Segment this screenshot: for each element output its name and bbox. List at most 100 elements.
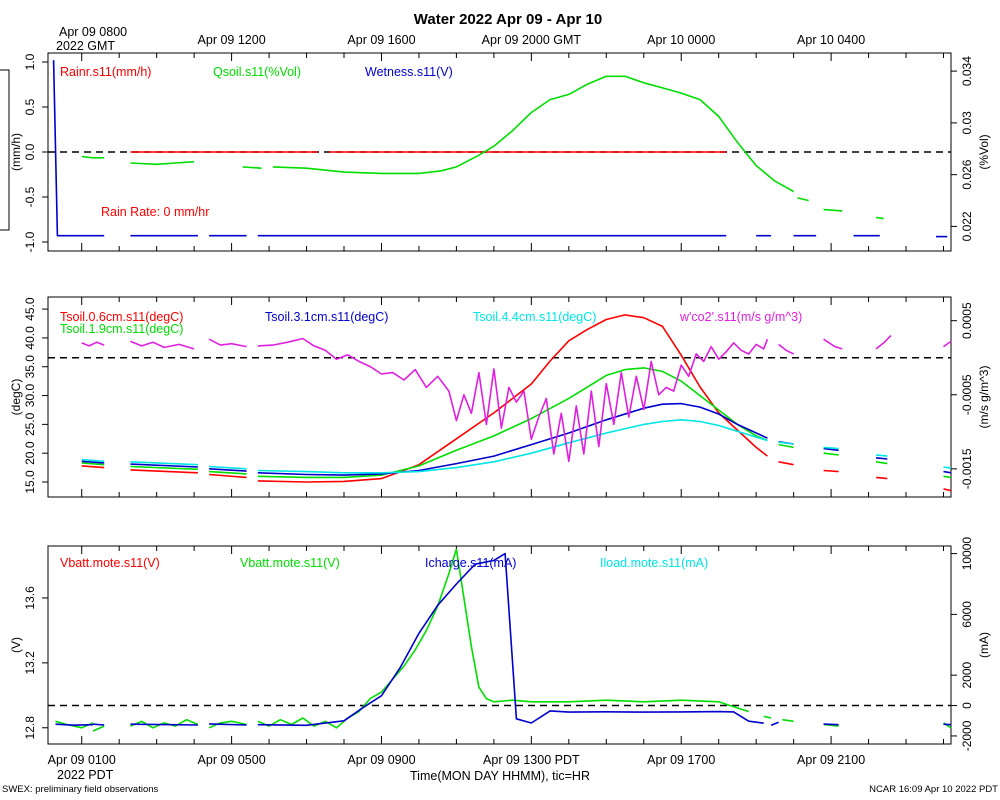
series-line-magenta [208, 338, 247, 348]
y-tick-label: 40.0 [23, 326, 37, 350]
series-line-red [81, 465, 105, 469]
series-line-green [272, 75, 794, 193]
series-line-green [92, 725, 105, 732]
y2-tick-label: -0.0005 [960, 374, 974, 415]
y2-tick-label: 0.03 [960, 111, 974, 135]
y-tick-label: 15.0 [23, 470, 37, 494]
y2-tick-label: -0.0015 [960, 448, 974, 489]
series-line-green [943, 475, 952, 479]
series-line-red [778, 461, 794, 466]
y-tick-label: -0.5 [23, 186, 37, 207]
series-line-green [875, 461, 888, 465]
series-line-green [778, 443, 794, 449]
y2-tick-label: 10000 [960, 537, 974, 571]
footer-left-note: SWEX: preliminary field observations [2, 784, 159, 795]
series-line-green [208, 720, 247, 729]
y-tick-label: 45.0 [23, 297, 37, 321]
y-tick-label: -1.0 [23, 231, 37, 252]
legend-green: Vbatt.mote.s11(V) [240, 556, 340, 570]
series-line-magenta [778, 343, 794, 355]
legend-red: Vbatt.mote.s11(V) [60, 556, 160, 570]
bottom-axis-tick-label: Apr 09 2100 [797, 753, 865, 767]
y-tick-label: 30.0 [23, 384, 37, 408]
series-line-blue [257, 402, 768, 476]
y-tick-label: 13.2 [23, 651, 37, 675]
y2-tick-label: -2000 [960, 720, 974, 751]
top-axis-tick-label: Apr 09 1600 [347, 33, 415, 47]
series-line-blue [943, 723, 952, 726]
series-line-green [81, 155, 105, 159]
y2-tick-label: 0.034 [960, 56, 974, 86]
series-line-magenta [823, 338, 843, 350]
series-line-blue [130, 723, 198, 726]
series-line-green [257, 548, 749, 729]
top-axis-tick-label: Apr 09 0800 [59, 25, 127, 39]
bottom-axis-tick-label: Apr 09 0900 [347, 753, 415, 767]
series-line-cyan [81, 458, 105, 463]
legend-green: Qsoil.s11(%Vol) [213, 65, 301, 79]
series-line-blue [55, 723, 94, 727]
series-line-blue [209, 468, 247, 472]
rain-rate-annotation: Rain Rate: 0 mm/hr [101, 205, 209, 219]
y-tick-label: 0.5 [23, 98, 37, 115]
series-line-cyan [876, 454, 888, 457]
series-line-cyan [778, 441, 794, 445]
y-axis-label: (degC) [9, 379, 23, 416]
legend-red: Rainr.s11(mm/h) [60, 65, 151, 79]
panel-power: 12.8 13.2 13.6 (V) -2000 0 2000 6000 10000 (mA) Vb… [9, 537, 991, 782]
series-line-green [875, 216, 884, 220]
x-axis-label: Time(MON DAY HHMM), tic=HR [410, 769, 590, 783]
series-line-green [823, 208, 843, 212]
series-line-cyan [257, 418, 768, 474]
y-tick-label: 35.0 [23, 355, 37, 379]
series-line-red [823, 469, 839, 473]
figure-title: Water 2022 Apr 09 - Apr 10 [414, 11, 602, 28]
y2-tick-label: 0.026 [960, 159, 974, 189]
series-line-blue [52, 60, 105, 237]
series-line-blue [876, 457, 888, 460]
bottom-axis-tick-label: Apr 09 1700 [647, 753, 715, 767]
series-line-red [209, 473, 247, 479]
series-line-green [797, 197, 809, 202]
legend-magenta: w'co2'.s11(m/s g/m^3) [679, 310, 802, 324]
series-line-red [876, 476, 888, 480]
y-tick-label: 20.0 [23, 441, 37, 465]
series-line-green [763, 715, 772, 719]
footer-right-note: NCAR 16:09 Apr 10 2022 PDT [869, 784, 998, 795]
legend-cyan: Iload.mote.s11(mA) [600, 556, 708, 570]
y-axis-label: (mm/h) [9, 133, 23, 171]
series-line-red [130, 469, 198, 474]
y2-axis-label: (mA) [977, 632, 991, 658]
series-line-magenta [130, 340, 195, 350]
y2-axis-label: (%Vol) [977, 134, 991, 169]
y-tick-label: 12.8 [23, 716, 37, 740]
series-line-cyan [209, 465, 247, 470]
series-line-blue [130, 463, 198, 468]
series-line-green [823, 452, 839, 456]
legend-blue: Tsoil.3.1cm.s11(degC) [265, 310, 388, 324]
series-line-green [209, 470, 247, 475]
top-axis-tick-label: Apr 09 1200 [198, 33, 266, 47]
series-line-magenta [875, 334, 892, 350]
plot-frame [47, 296, 952, 498]
bottom-axis-tick-label: Apr 09 0100 [48, 753, 116, 767]
y-tick-label: 13.6 [23, 586, 37, 610]
series-line-cyan [823, 446, 839, 450]
series-line-magenta [257, 337, 769, 463]
plot-frame [47, 545, 952, 745]
legend-cyan: Tsoil.4.4cm.s11(degC) [473, 310, 596, 324]
series-line-green [130, 465, 198, 471]
series-line-green [130, 718, 199, 729]
series-line-red [943, 488, 952, 492]
bottom-axis-year-label: 2022 PDT [57, 768, 114, 782]
top-axis-tick-label: Apr 10 0000 [647, 33, 715, 47]
series-line-magenta [943, 340, 952, 348]
top-axis-tick-label: Apr 10 0400 [797, 33, 865, 47]
legend-blue: Icharge.s11(mA) [425, 556, 516, 570]
bottom-axis-tick-label: Apr 09 0500 [198, 753, 266, 767]
series-line-blue [770, 721, 779, 727]
series-line-blue [92, 723, 105, 726]
bottom-axis-tick-label: Apr 09 1300 PDT [483, 753, 580, 767]
series-line-blue [943, 470, 952, 474]
